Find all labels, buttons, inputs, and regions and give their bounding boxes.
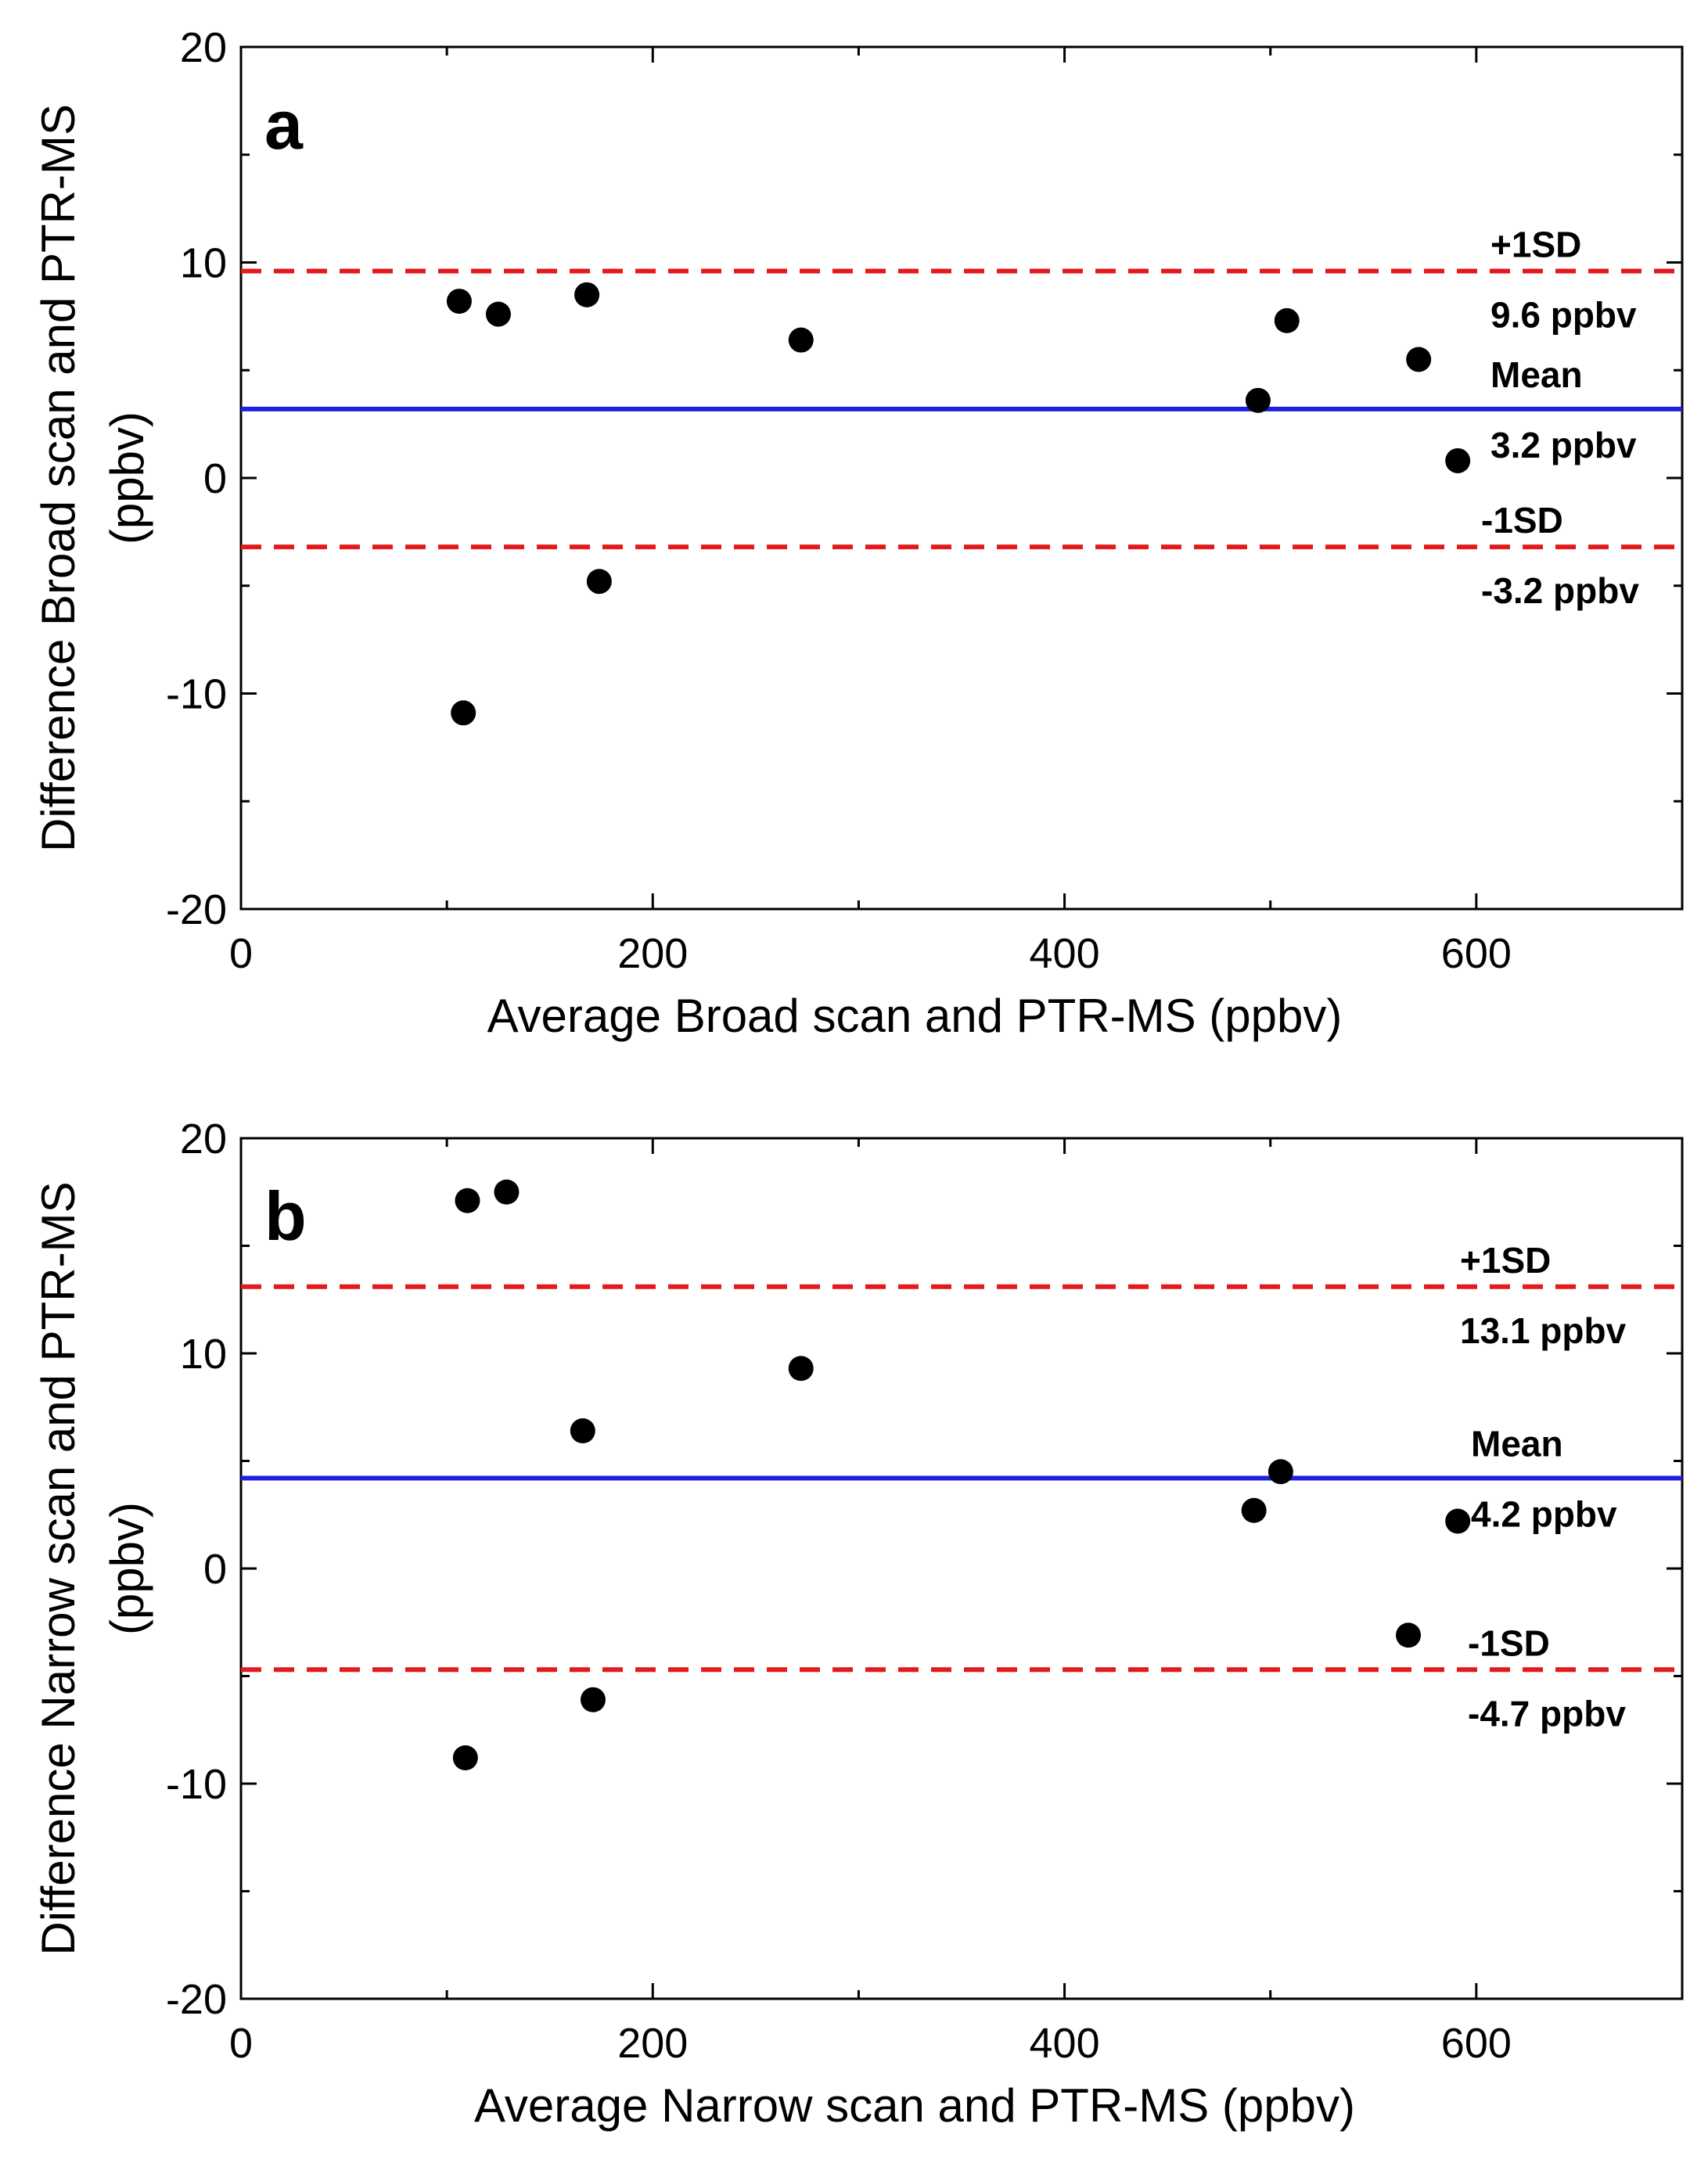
y-tick-label: 0 [203,1546,227,1593]
annotations: +1SD 13.1 ppbv Mean 4.2 ppbv -1SD -4.7 ppbv [1460,1240,1627,1734]
y-tick-label: -20 [166,886,227,933]
x-tick-label: 600 [1441,2020,1512,2067]
data-point [1396,1622,1422,1648]
mean-value: 4.2 ppbv [1471,1494,1617,1535]
y-tick-label: -10 [166,671,227,718]
data-points [446,282,1471,726]
data-point [451,700,476,726]
lower-label: -1SD [1468,1622,1550,1663]
y-tick-label: -10 [166,1761,227,1808]
data-point [446,289,472,314]
panel-a: 0 200 400 600 20 10 0 -10 -20 Average Broad scan … [32,24,1684,1042]
data-point [455,1188,480,1213]
mean-label: Mean [1471,1424,1563,1464]
y-tick-label: 20 [180,24,227,71]
y-axis-title-line2: (ppbv) [101,411,153,544]
y-tick-label: 20 [180,1116,227,1162]
data-points [452,1179,1471,1770]
x-tick-label: 200 [617,2020,688,2067]
data-point [1445,447,1471,473]
data-point [452,1745,478,1770]
x-tick-label: 200 [617,930,688,977]
x-axis-title: Average Broad scan and PTR-MS (ppbv) [487,990,1343,1042]
upper-label: +1SD [1490,225,1581,265]
y-axis: 20 10 0 -10 -20 [166,24,1682,933]
data-point [788,1356,814,1382]
x-tick-label: 400 [1030,930,1100,977]
y-tick-label: 10 [180,1331,227,1378]
x-tick-label: 400 [1030,2020,1100,2067]
data-point [570,1418,595,1443]
data-point [1274,307,1300,333]
data-point [1241,1497,1267,1523]
data-point [1268,1459,1293,1485]
x-tick-label: 0 [229,2020,253,2067]
y-tick-label: 10 [180,240,227,287]
annotations: +1SD 9.6 ppbv Mean 3.2 ppbv -1SD -3.2 ppbv [1481,225,1639,612]
data-point [1406,347,1432,372]
upper-label: +1SD [1460,1240,1551,1281]
x-axis: 0 200 400 600 [229,47,1684,977]
x-tick-label: 600 [1441,930,1512,977]
data-point [574,282,600,307]
panel-label: b [264,1177,307,1255]
y-tick-label: -20 [166,1976,227,2023]
data-point [494,1179,520,1205]
data-point [788,327,814,353]
x-tick-label: 0 [229,930,253,977]
lower-value: -4.7 ppbv [1468,1693,1626,1734]
mean-label: Mean [1490,354,1583,395]
plot-frame [239,45,1684,911]
x-axis: 0 200 400 600 [229,1138,1684,2067]
data-point [1445,1508,1471,1534]
data-point [580,1687,606,1712]
upper-value: 9.6 ppbv [1490,295,1637,336]
data-point [1245,387,1271,413]
lower-label: -1SD [1481,500,1563,541]
y-axis-title-line1: Difference Broad scan and PTR-MS [32,104,85,852]
data-point [586,569,612,595]
panel-b: 0 200 400 600 20 10 0 -10 -20 Average Narrow scan… [32,1116,1684,2132]
reference-lines [241,268,1682,550]
y-axis: 20 10 0 -10 -20 [166,1116,1682,2023]
upper-value: 13.1 ppbv [1460,1310,1627,1351]
y-axis-title-line1: Difference Narrow scan and PTR-MS [32,1181,85,1955]
y-tick-label: 0 [203,455,227,502]
y-axis-title-line2: (ppbv) [101,1502,153,1635]
x-axis-title: Average Narrow scan and PTR-MS (ppbv) [474,2079,1355,2132]
reference-lines [241,1284,1682,1673]
data-point [485,301,511,327]
mean-value: 3.2 ppbv [1490,425,1637,465]
panel-label: a [264,86,304,163]
lower-value: -3.2 ppbv [1481,570,1639,611]
